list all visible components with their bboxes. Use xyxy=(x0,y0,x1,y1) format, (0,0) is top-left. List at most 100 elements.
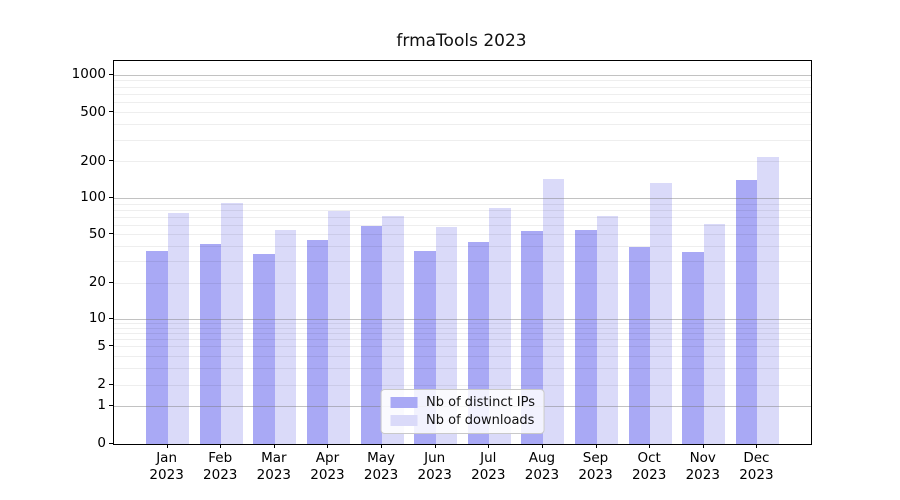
x-tick-mark xyxy=(488,444,490,448)
bar-nov-downloads xyxy=(703,223,726,444)
minor-gridline xyxy=(114,338,811,340)
x-tick-label: Oct 2023 xyxy=(631,450,667,483)
minor-gridline xyxy=(114,384,811,386)
y-tick-mark xyxy=(109,404,113,406)
chart-title: frmaTools 2023 xyxy=(396,31,527,51)
x-tick-label: Feb 2023 xyxy=(203,450,238,483)
y-tick-mark xyxy=(109,160,113,162)
x-tick-mark xyxy=(649,444,651,448)
minor-gridline xyxy=(114,355,811,357)
bar-oct-distinct-ips xyxy=(628,246,651,444)
minor-gridline xyxy=(114,224,811,226)
bar-sep-downloads xyxy=(596,216,618,444)
x-tick-mark xyxy=(381,444,383,448)
y-tick-label: 10 xyxy=(88,310,106,327)
minor-gridline xyxy=(114,94,811,95)
bar-aug-downloads xyxy=(542,178,565,444)
bar-apr-distinct-ips xyxy=(307,240,329,444)
x-tick-label: Nov 2023 xyxy=(685,450,720,483)
bar-sep-distinct-ips xyxy=(575,229,597,444)
x-tick-label: Jul 2023 xyxy=(471,450,506,483)
minor-gridline xyxy=(114,216,811,218)
bar-may-distinct-ips xyxy=(360,226,383,444)
bar-oct-downloads xyxy=(650,183,672,444)
x-tick-mark xyxy=(434,444,436,448)
x-tick-mark xyxy=(541,444,543,448)
plot-area: Nb of distinct IPs Nb of downloads xyxy=(113,60,812,445)
x-tick-mark xyxy=(327,444,329,448)
y-tick-label: 200 xyxy=(80,152,106,169)
bar-mar-downloads xyxy=(274,229,297,444)
y-tick-mark xyxy=(109,317,113,319)
legend-label-distinct-ips: Nb of distinct IPs xyxy=(426,395,535,410)
minor-gridline xyxy=(114,86,811,88)
x-tick-mark xyxy=(166,444,168,448)
major-gridline xyxy=(114,198,811,199)
x-tick-label: Jun 2023 xyxy=(417,450,452,483)
x-tick-label: Mar 2023 xyxy=(256,450,292,483)
bar-apr-downloads xyxy=(328,210,350,444)
bar-feb-downloads xyxy=(221,203,243,444)
y-tick-mark xyxy=(109,73,113,75)
x-tick-label: Apr 2023 xyxy=(310,450,345,483)
x-tick-mark xyxy=(702,444,704,448)
y-tick-mark xyxy=(109,233,113,235)
y-tick-mark xyxy=(109,442,113,444)
major-gridline xyxy=(114,74,811,76)
bar-dec-downloads xyxy=(757,156,779,444)
y-tick-label: 0 xyxy=(97,435,106,451)
legend-swatch-distinct-ips xyxy=(390,397,418,408)
legend-item-distinct-ips: Nb of distinct IPs xyxy=(390,395,535,410)
legend-label-downloads: Nb of downloads xyxy=(426,413,535,428)
x-tick-mark xyxy=(756,444,758,448)
x-tick-label: May 2023 xyxy=(363,450,399,483)
y-tick-label: 100 xyxy=(80,189,106,206)
y-tick-mark xyxy=(109,383,113,385)
bar-may-downloads xyxy=(382,216,404,444)
legend-item-downloads: Nb of downloads xyxy=(390,413,535,428)
y-tick-label: 500 xyxy=(80,103,106,120)
y-tick-mark xyxy=(109,281,113,283)
bar-feb-distinct-ips xyxy=(199,244,222,444)
y-tick-label: 50 xyxy=(88,225,106,242)
minor-gridline xyxy=(114,332,811,334)
minor-gridline xyxy=(114,346,811,348)
minor-gridline xyxy=(114,327,811,329)
minor-gridline xyxy=(114,234,811,236)
bar-jan-distinct-ips xyxy=(146,250,168,444)
minor-gridline xyxy=(114,367,811,369)
minor-gridline xyxy=(114,139,811,141)
minor-gridline xyxy=(114,161,811,163)
x-tick-label: Jan 2023 xyxy=(149,450,184,483)
y-tick-label: 20 xyxy=(88,274,106,291)
bar-nov-distinct-ips xyxy=(682,252,704,444)
x-tick-mark xyxy=(273,444,275,448)
bar-jul-downloads xyxy=(489,208,511,444)
minor-gridline xyxy=(114,80,811,82)
y-tick-label: 2 xyxy=(97,376,106,393)
x-tick-label: Dec 2023 xyxy=(739,450,774,483)
y-tick-label: 5 xyxy=(97,337,106,354)
y-tick-mark xyxy=(109,345,113,347)
x-tick-mark xyxy=(595,444,597,448)
legend: Nb of distinct IPs Nb of downloads xyxy=(380,389,545,434)
minor-gridline xyxy=(114,282,811,284)
y-tick-mark xyxy=(109,111,113,113)
minor-gridline xyxy=(114,322,811,324)
bar-dec-distinct-ips xyxy=(735,179,758,444)
minor-gridline xyxy=(114,261,811,263)
minor-gridline xyxy=(114,112,811,114)
bar-jan-downloads xyxy=(167,212,190,444)
minor-gridline xyxy=(114,124,811,126)
legend-swatch-downloads xyxy=(390,415,418,426)
x-tick-label: Sep 2023 xyxy=(578,450,613,483)
minor-gridline xyxy=(114,102,811,104)
x-tick-mark xyxy=(220,444,222,448)
minor-gridline xyxy=(114,203,811,205)
minor-gridline xyxy=(114,209,811,211)
minor-gridline xyxy=(114,246,811,248)
y-tick-label: 1 xyxy=(97,397,106,414)
y-tick-mark xyxy=(109,196,113,198)
bar-mar-distinct-ips xyxy=(253,253,275,444)
